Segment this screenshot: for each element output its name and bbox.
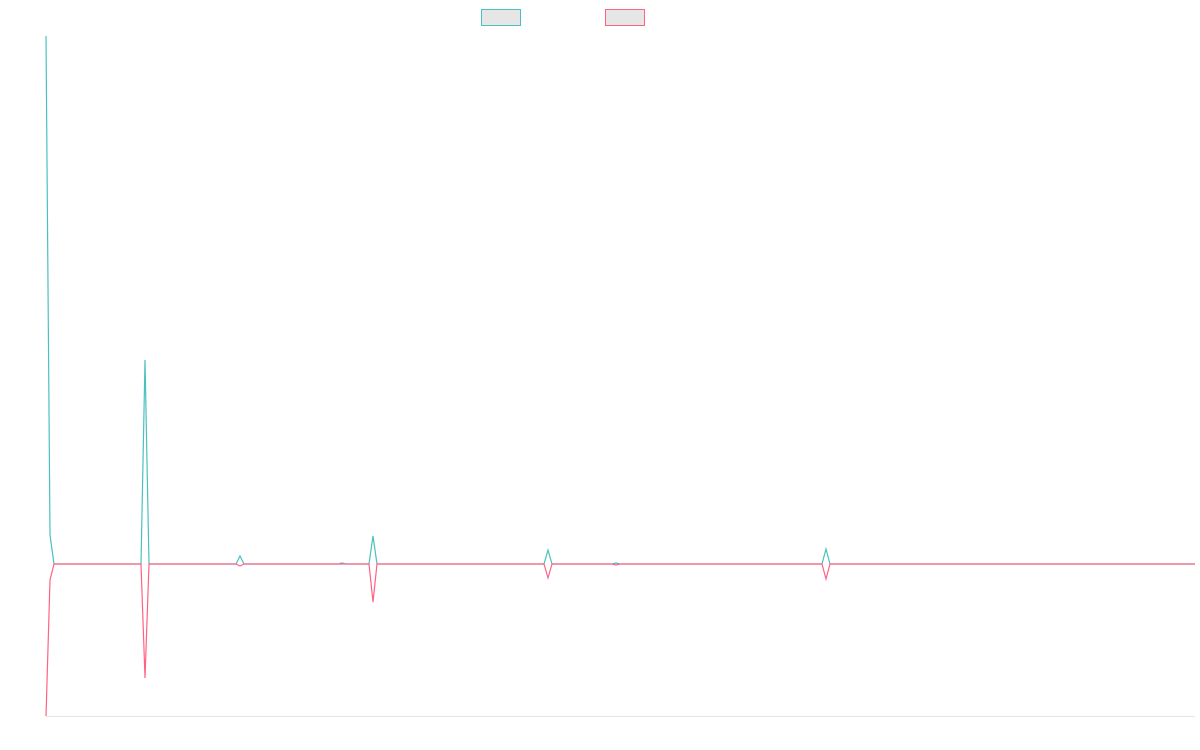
legend-swatch	[481, 9, 521, 26]
legend-swatch	[605, 9, 645, 26]
series-line	[45, 563, 1195, 717]
series-line	[45, 35, 1195, 565]
